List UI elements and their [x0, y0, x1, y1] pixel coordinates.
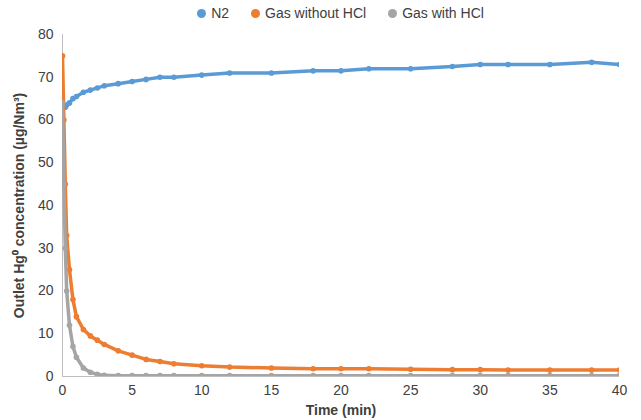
svg-text:0: 0	[59, 382, 67, 398]
svg-text:25: 25	[403, 382, 419, 398]
svg-text:30: 30	[38, 240, 54, 256]
svg-text:Outlet Hg⁰ concentration (µg/N: Outlet Hg⁰ concentration (µg/Nm³)	[11, 93, 27, 318]
svg-text:0: 0	[46, 368, 54, 384]
html-text:N2: N2	[211, 5, 229, 21]
svg-text:15: 15	[264, 382, 280, 398]
svg-text:20: 20	[38, 282, 54, 298]
svg-text:50: 50	[38, 154, 54, 170]
svg-text:35: 35	[542, 382, 558, 398]
html-text:Gas without HCl: Gas without HCl	[265, 5, 367, 21]
svg-text:Time (min): Time (min)	[306, 402, 377, 418]
svg-text:60: 60	[38, 111, 54, 127]
svg-text:20: 20	[333, 382, 349, 398]
svg-text:80: 80	[38, 26, 54, 42]
svg-text:30: 30	[472, 382, 488, 398]
svg-text:70: 70	[38, 69, 54, 85]
svg-text:10: 10	[38, 325, 54, 341]
svg-text:40: 40	[38, 197, 54, 213]
svg-text:10: 10	[194, 382, 210, 398]
svg-text:5: 5	[128, 382, 136, 398]
svg-text:40: 40	[612, 382, 628, 398]
html-text:Gas with HCl: Gas with HCl	[402, 5, 484, 21]
